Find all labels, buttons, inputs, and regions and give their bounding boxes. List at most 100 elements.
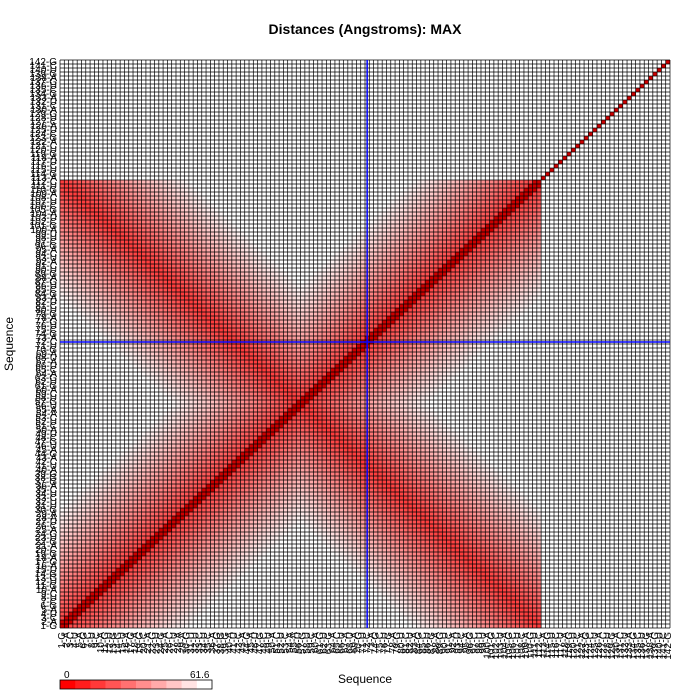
heatmap-cell [124,364,128,368]
heatmap-cell [69,344,73,348]
heatmap-cell [107,412,111,416]
heatmap-cell [112,504,116,508]
heatmap-cell [120,300,124,304]
heatmap-cell [146,224,150,228]
heatmap-cell [69,624,73,628]
heatmap-cell [60,524,64,528]
heatmap-cell [107,532,111,536]
heatmap-cell [99,132,103,136]
heatmap-cell [163,224,167,228]
heatmap-cell [86,360,90,364]
heatmap-cell [64,124,68,128]
heatmap-cell [99,140,103,144]
heatmap-cell [137,592,141,596]
heatmap-cell [112,228,116,232]
heatmap-cell [73,108,77,112]
heatmap-cell [107,112,111,116]
heatmap-cell [60,168,64,172]
heatmap-cell [81,368,85,372]
heatmap-cell [163,452,167,456]
heatmap-cell [185,456,189,460]
heatmap-cell [159,116,163,120]
heatmap-cell [107,556,111,560]
heatmap-cell [77,100,81,104]
heatmap-cell [206,528,210,532]
heatmap-cell [81,264,85,268]
heatmap-cell [180,140,184,144]
heatmap-cell [73,484,77,488]
heatmap-cell [189,484,193,488]
heatmap-cell [172,556,176,560]
heatmap-cell [142,424,146,428]
heatmap-cell [193,248,197,252]
heatmap-cell [146,584,150,588]
heatmap-cell [107,396,111,400]
heatmap-cell [146,420,150,424]
heatmap-cell [116,520,120,524]
heatmap-cell [155,88,159,92]
heatmap-cell [120,260,124,264]
heatmap-cell [163,264,167,268]
heatmap-cell [133,248,137,252]
heatmap-cell [94,444,98,448]
heatmap-cell [185,540,189,544]
heatmap-cell [107,328,111,332]
heatmap-cell [129,348,133,352]
heatmap-cell [90,196,94,200]
heatmap-cell [103,196,107,200]
heatmap-cell [120,396,124,400]
heatmap-cell [77,264,81,268]
heatmap-cell [94,464,98,468]
heatmap-cell [73,296,77,300]
heatmap-cell [124,244,128,248]
heatmap-cell [99,460,103,464]
heatmap-cell [73,372,77,376]
heatmap-cell [129,212,133,216]
heatmap-cell [180,416,184,420]
heatmap-cell [150,336,154,340]
heatmap-cell [167,304,171,308]
heatmap-cell [163,368,167,372]
heatmap-cell [167,216,171,220]
heatmap-cell [77,448,81,452]
heatmap-cell [180,608,184,612]
heatmap-cell [81,488,85,492]
heatmap-cell [167,436,171,440]
heatmap-cell [142,320,146,324]
heatmap-cell [69,232,73,236]
heatmap-cell [193,516,197,520]
heatmap-cell [86,416,90,420]
heatmap-cell [180,488,184,492]
heatmap-cell [116,180,120,184]
heatmap-cell [142,488,146,492]
heatmap-cell [167,532,171,536]
heatmap-cell [155,448,159,452]
heatmap-cell [193,620,197,624]
heatmap-cell [107,88,111,92]
heatmap-cell [94,232,98,236]
heatmap-cell [176,256,180,260]
heatmap-cell [172,384,176,388]
heatmap-cell [202,568,206,572]
heatmap-cell [159,488,163,492]
heatmap-cell [103,244,107,248]
heatmap-cell [180,264,184,268]
heatmap-cell [137,396,141,400]
heatmap-cell [185,476,189,480]
heatmap-cell [193,284,197,288]
heatmap-cell [112,420,116,424]
heatmap-cell [146,192,150,196]
heatmap-cell [202,252,206,256]
heatmap-cell [206,624,210,628]
heatmap-cell [86,568,90,572]
heatmap-cell [185,176,189,180]
heatmap-cell [155,300,159,304]
heatmap-cell [112,260,116,264]
heatmap-cell [185,124,189,128]
heatmap-cell [99,548,103,552]
heatmap-cell [90,208,94,212]
heatmap-cell [60,508,64,512]
heatmap-cell [193,424,197,428]
heatmap-cell [150,220,154,224]
heatmap-cell [112,332,116,336]
